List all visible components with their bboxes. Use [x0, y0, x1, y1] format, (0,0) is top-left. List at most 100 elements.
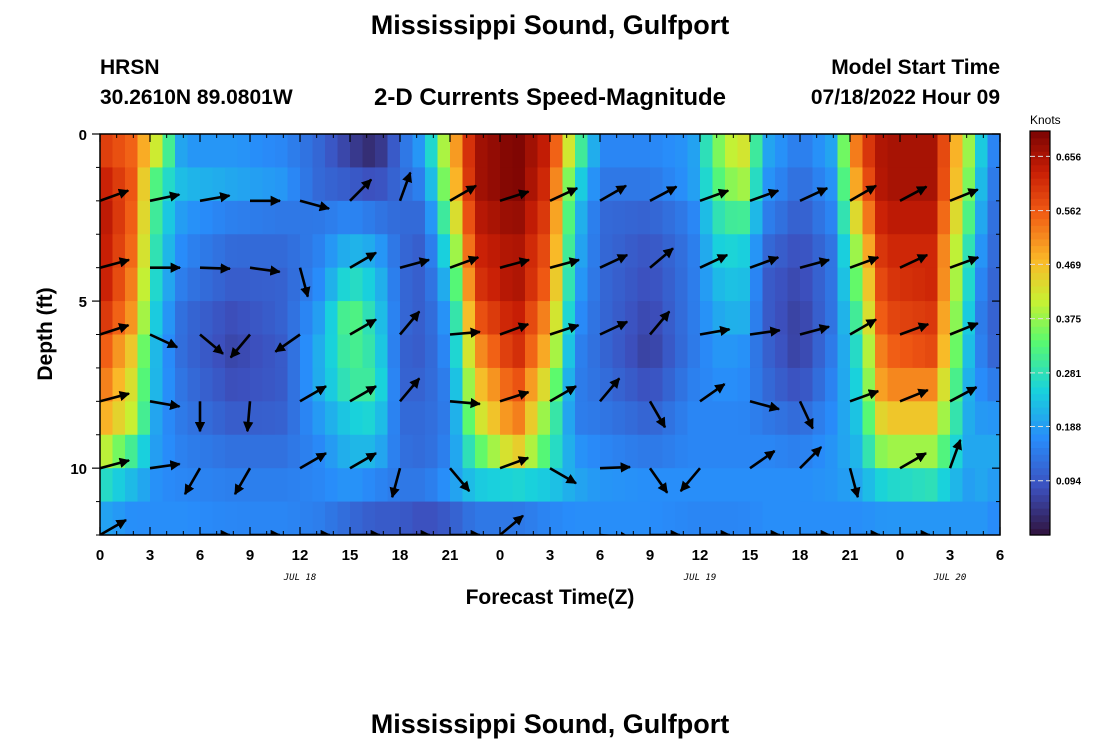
heat-cell	[625, 468, 639, 503]
heat-cell	[437, 301, 451, 336]
heat-cell	[900, 434, 914, 469]
heat-cell	[300, 501, 314, 535]
current-vector	[799, 324, 831, 336]
heat-cell	[937, 167, 951, 202]
heat-cell	[987, 234, 1000, 269]
heat-cell	[575, 334, 589, 369]
heat-cell	[900, 234, 914, 269]
colorbar-swatch	[1030, 494, 1050, 502]
colorbar-swatch	[1030, 481, 1050, 489]
heat-cell	[925, 167, 939, 202]
heat-cell	[450, 367, 464, 402]
heat-cell	[700, 434, 714, 469]
current-vector	[549, 323, 580, 336]
heat-cell	[400, 200, 414, 235]
heat-cell	[750, 468, 764, 503]
heat-cell	[550, 401, 564, 436]
heat-cell	[112, 200, 126, 235]
heat-cell	[250, 200, 264, 235]
heat-cell	[137, 367, 151, 402]
colorbar-swatch	[1030, 393, 1050, 401]
heat-cell	[200, 434, 214, 469]
current-vector	[699, 253, 729, 269]
heat-cell	[887, 167, 901, 202]
heat-cell	[300, 167, 314, 202]
heat-cell	[225, 501, 239, 535]
heat-cell	[162, 200, 176, 235]
heat-cell	[862, 301, 876, 336]
heat-cell	[650, 434, 664, 469]
heat-cell	[262, 267, 276, 302]
heat-cell	[375, 267, 389, 302]
heat-cell	[800, 200, 814, 235]
heat-cell	[575, 267, 589, 302]
heat-cell	[612, 501, 626, 535]
colorbar-swatch	[1030, 333, 1050, 341]
heat-cell	[950, 167, 964, 202]
x-tick-label: 12	[292, 547, 309, 564]
heat-cell	[100, 367, 114, 402]
heat-cell	[812, 501, 826, 535]
heat-cell	[825, 367, 839, 402]
heat-cell	[700, 468, 714, 503]
heat-cell	[500, 434, 514, 469]
heat-cell	[837, 301, 851, 336]
colorbar-swatch	[1030, 501, 1050, 509]
current-vector	[149, 460, 181, 471]
heat-cell	[800, 434, 814, 469]
heat-cell	[312, 401, 326, 436]
heat-cell	[912, 167, 926, 202]
heat-cell	[625, 401, 639, 436]
colorbar-swatch	[1030, 326, 1050, 334]
heat-cell	[125, 401, 139, 436]
heat-cell	[725, 334, 739, 369]
x-tick-label: 15	[742, 547, 759, 564]
heat-cell	[937, 501, 951, 535]
heat-cell	[900, 267, 914, 302]
heat-cell	[137, 501, 151, 535]
heat-cell	[900, 134, 914, 169]
heat-cell	[250, 501, 264, 535]
heat-cell	[775, 234, 789, 269]
heat-cell	[600, 167, 614, 202]
current-vector	[449, 397, 481, 409]
heat-cell	[362, 334, 376, 369]
heat-cell	[362, 501, 376, 535]
heat-cell	[400, 234, 414, 269]
heat-cell	[375, 367, 389, 402]
heat-cell	[487, 501, 501, 535]
heat-cell	[662, 167, 676, 202]
heat-cell	[287, 401, 301, 436]
heat-cell	[150, 434, 164, 469]
heat-cell	[700, 134, 714, 169]
heat-cell	[775, 167, 789, 202]
heat-cell	[250, 267, 264, 302]
heat-cell	[675, 434, 689, 469]
heat-cell	[187, 501, 201, 535]
heat-cell	[812, 367, 826, 402]
heat-cell	[625, 301, 639, 336]
heat-cell	[350, 434, 364, 469]
heat-cell	[287, 200, 301, 235]
heat-cell	[962, 501, 976, 535]
station-name: HRSN	[100, 56, 160, 79]
heat-cell	[412, 200, 426, 235]
heat-cell	[600, 367, 614, 402]
heat-cell	[187, 167, 201, 202]
heat-cell	[200, 401, 214, 436]
heat-cell	[975, 468, 989, 503]
heat-cell	[975, 434, 989, 469]
heat-cell	[925, 301, 939, 336]
heat-cell	[812, 401, 826, 436]
heat-cell	[850, 434, 864, 469]
heat-cell	[700, 200, 714, 235]
heat-cell	[587, 301, 601, 336]
heat-cell	[812, 334, 826, 369]
heat-cell	[100, 267, 114, 302]
heat-cell	[525, 501, 539, 535]
heat-cell	[900, 200, 914, 235]
heat-cell	[525, 434, 539, 469]
heat-cell	[700, 234, 714, 269]
heat-cell	[250, 401, 264, 436]
colorbar-swatch	[1030, 238, 1050, 247]
